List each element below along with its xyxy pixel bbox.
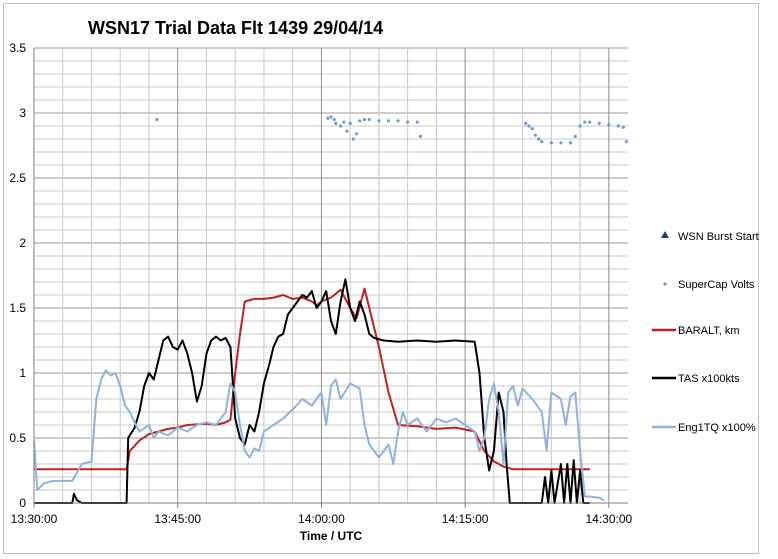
series-point-supercap-volts bbox=[549, 141, 553, 145]
series-point-supercap-volts bbox=[597, 121, 601, 125]
series-point-supercap-volts bbox=[624, 140, 629, 144]
series-point-supercap-volts bbox=[583, 120, 587, 124]
axes-layer: 0 0.5 1 1.5 2 2.5 3 3.5 13:30:00 13:45:00 14:00:00… bbox=[9, 41, 632, 526]
series-point-supercap-volts bbox=[568, 141, 573, 145]
series-line-eng1tq-x100 bbox=[33, 369, 605, 502]
series-point-supercap-volts bbox=[354, 132, 359, 136]
legend-label-eng1tq-x100: Eng1TQ x100% bbox=[678, 422, 756, 434]
x-tick-label: 14:30:00 bbox=[585, 512, 632, 526]
series-point-supercap-volts bbox=[155, 117, 159, 122]
y-tick-label: 2 bbox=[19, 236, 26, 250]
series-point-supercap-volts bbox=[527, 124, 531, 128]
series-point-supercap-volts bbox=[334, 121, 338, 125]
series-point-supercap-volts bbox=[358, 119, 362, 123]
series-point-supercap-volts bbox=[396, 119, 400, 123]
series-point-supercap-volts bbox=[338, 124, 343, 128]
series-point-supercap-volts bbox=[533, 133, 537, 137]
series-point-supercap-volts bbox=[332, 117, 336, 122]
series-point-supercap-volts bbox=[588, 120, 592, 124]
series-point-supercap-volts bbox=[540, 140, 544, 144]
legend-swatch-wsn-burst-start bbox=[661, 231, 669, 238]
chart-title: WSN17 Trial Data Flt 1439 29/04/14 bbox=[88, 18, 384, 38]
x-tick-label: 13:45:00 bbox=[154, 512, 201, 526]
series-point-supercap-volts bbox=[377, 119, 381, 123]
series-point-supercap-volts bbox=[342, 120, 346, 124]
legend-label-tas-x100kts: TAS x100kts bbox=[678, 373, 740, 385]
series-point-supercap-volts bbox=[418, 134, 423, 138]
series-point-supercap-volts bbox=[348, 121, 352, 125]
series-point-supercap-volts bbox=[329, 115, 333, 119]
series-point-supercap-volts bbox=[406, 120, 410, 124]
series-point-supercap-volts bbox=[573, 134, 577, 138]
legend-label-supercap-volts: SuperCap Volts bbox=[678, 279, 755, 291]
x-tick-label: 14:00:00 bbox=[298, 512, 345, 526]
series-point-supercap-volts bbox=[616, 124, 621, 128]
series-point-supercap-volts bbox=[578, 124, 582, 128]
y-tick-label: 3 bbox=[19, 106, 26, 120]
series-point-supercap-volts bbox=[351, 137, 355, 141]
series-point-supercap-volts bbox=[559, 141, 563, 145]
y-tick-label: 0 bbox=[19, 496, 26, 510]
series-point-supercap-volts bbox=[621, 125, 625, 129]
legend-label-baralt-km: BARALT, km bbox=[678, 325, 740, 337]
x-axis-label: Time / UTC bbox=[300, 529, 363, 543]
series-point-supercap-volts bbox=[536, 137, 541, 141]
legend-swatch-supercap-volts bbox=[663, 282, 667, 286]
series-point-supercap-volts bbox=[530, 127, 534, 131]
series-layer bbox=[33, 115, 629, 504]
series-point-supercap-volts bbox=[362, 117, 367, 122]
grid-layer bbox=[33, 47, 628, 504]
y-tick-label: 2.5 bbox=[9, 171, 26, 185]
series-point-supercap-volts bbox=[326, 116, 330, 120]
y-tick-label: 1.5 bbox=[9, 301, 26, 315]
legend: WSN Burst Start SuperCap Volts BARALT, km T… bbox=[652, 231, 759, 434]
y-tick-label: 0.5 bbox=[9, 431, 26, 445]
series-point-supercap-volts bbox=[367, 117, 371, 122]
y-tick-label: 3.5 bbox=[9, 41, 26, 55]
series-point-supercap-volts bbox=[345, 129, 349, 133]
series-point-supercap-volts bbox=[524, 121, 528, 125]
series-point-supercap-volts bbox=[415, 120, 419, 124]
x-tick-label: 14:15:00 bbox=[442, 512, 489, 526]
chart-frame bbox=[3, 3, 759, 554]
series-point-supercap-volts bbox=[386, 119, 391, 123]
x-tick-label: 13:30:00 bbox=[11, 512, 58, 526]
legend-label-wsn-burst-start: WSN Burst Start bbox=[678, 231, 759, 243]
y-tick-label: 1 bbox=[19, 366, 26, 380]
series-point-supercap-volts bbox=[607, 123, 611, 127]
